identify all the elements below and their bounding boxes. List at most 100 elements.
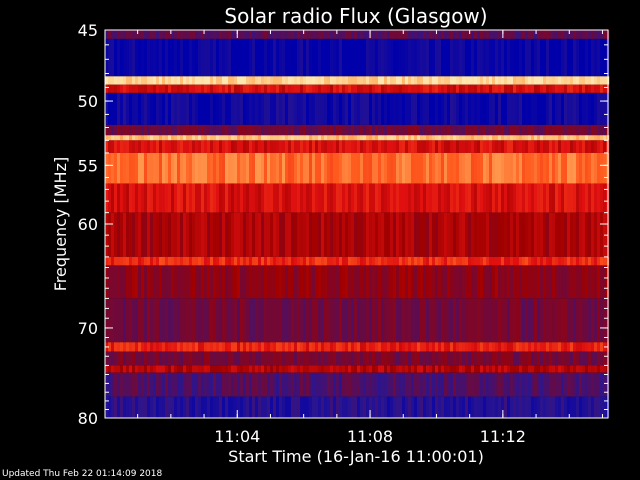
heatmap-cell <box>327 92 331 125</box>
heatmap-cell <box>447 342 451 352</box>
heatmap-cell <box>198 351 202 366</box>
heatmap-cell <box>534 265 538 299</box>
heatmap-cell <box>195 298 199 343</box>
heatmap-cell <box>330 76 334 85</box>
heatmap-cell <box>480 256 484 266</box>
heatmap-cell <box>366 76 370 85</box>
heatmap-cell <box>294 152 298 184</box>
heatmap-cell <box>420 365 424 373</box>
heatmap-cell <box>468 152 472 184</box>
heatmap-cell <box>456 140 460 153</box>
heatmap-cell <box>546 135 550 141</box>
heatmap-cell <box>393 38 397 77</box>
heatmap-cell <box>438 140 442 153</box>
heatmap-cell <box>381 396 385 418</box>
heatmap-cell <box>492 372 496 397</box>
heatmap-cell <box>222 265 226 299</box>
heatmap-cell <box>426 212 430 257</box>
heatmap-cell <box>315 298 319 343</box>
heatmap-cell <box>234 140 238 153</box>
heatmap-cell <box>588 152 592 184</box>
heatmap-cell <box>420 342 424 352</box>
heatmap-cell <box>333 92 337 125</box>
heatmap-cell <box>462 365 466 373</box>
heatmap-cell <box>129 183 133 213</box>
heatmap-cell <box>573 396 577 418</box>
heatmap-cell <box>114 351 118 366</box>
heatmap-cell <box>480 135 484 141</box>
heatmap-cell <box>183 342 187 352</box>
heatmap-cell <box>276 212 280 257</box>
heatmap-cell <box>441 351 445 366</box>
heatmap-cell <box>342 351 346 366</box>
heatmap-cell <box>252 342 256 352</box>
heatmap-cell <box>378 135 382 141</box>
heatmap-cell <box>594 372 598 397</box>
heatmap-band <box>105 152 610 184</box>
heatmap-cell <box>435 92 439 125</box>
heatmap-cell <box>546 372 550 397</box>
heatmap-cell <box>534 135 538 141</box>
heatmap-cell <box>408 30 412 39</box>
heatmap-cell <box>597 256 601 266</box>
heatmap-cell <box>405 265 409 299</box>
heatmap-cell <box>555 351 559 366</box>
heatmap-cell <box>177 152 181 184</box>
heatmap-cell <box>222 152 226 184</box>
heatmap-cell <box>138 92 142 125</box>
heatmap-cell <box>408 84 412 93</box>
heatmap-cell <box>273 38 277 77</box>
heatmap-cell <box>453 265 457 299</box>
heatmap-cell <box>399 256 403 266</box>
heatmap-cell <box>408 265 412 299</box>
heatmap-cell <box>255 38 259 77</box>
heatmap-cell <box>315 84 319 93</box>
heatmap-cell <box>105 38 109 77</box>
heatmap-cell <box>252 396 256 418</box>
heatmap-cell <box>552 212 556 257</box>
heatmap-cell <box>561 124 565 136</box>
heatmap-cell <box>486 342 490 352</box>
heatmap-cell <box>174 124 178 136</box>
heatmap-cell <box>429 140 433 153</box>
heatmap-cell <box>393 135 397 141</box>
heatmap-cell <box>318 38 322 77</box>
heatmap-cell <box>111 212 115 257</box>
heatmap-cell <box>306 342 310 352</box>
heatmap-cell <box>315 256 319 266</box>
heatmap-cell <box>492 92 496 125</box>
heatmap-cell <box>342 265 346 299</box>
heatmap-cell <box>300 298 304 343</box>
heatmap-cell <box>528 365 532 373</box>
heatmap-cell <box>129 135 133 141</box>
heatmap-cell <box>585 92 589 125</box>
heatmap-cell <box>450 256 454 266</box>
heatmap-cell <box>135 135 139 141</box>
heatmap-cell <box>474 183 478 213</box>
heatmap-cell <box>297 84 301 93</box>
heatmap-cell <box>333 298 337 343</box>
heatmap-cell <box>324 372 328 397</box>
heatmap-cell <box>354 124 358 136</box>
heatmap-cell <box>474 124 478 136</box>
heatmap-cell <box>471 365 475 373</box>
heatmap-cell <box>210 372 214 397</box>
heatmap-cell <box>171 256 175 266</box>
heatmap-cell <box>378 30 382 39</box>
heatmap-cell <box>306 124 310 136</box>
heatmap-cell <box>441 140 445 153</box>
heatmap-cell <box>399 365 403 373</box>
heatmap-cell <box>579 92 583 125</box>
heatmap-cell <box>555 38 559 77</box>
heatmap-cell <box>243 124 247 136</box>
heatmap-cell <box>270 140 274 153</box>
heatmap-cell <box>243 183 247 213</box>
heatmap-cell <box>531 38 535 77</box>
heatmap-cell <box>174 212 178 257</box>
heatmap-cell <box>390 342 394 352</box>
heatmap-cell <box>138 396 142 418</box>
heatmap-cell <box>495 124 499 136</box>
heatmap-cell <box>360 152 364 184</box>
heatmap-cell <box>435 135 439 141</box>
heatmap-cell <box>231 84 235 93</box>
